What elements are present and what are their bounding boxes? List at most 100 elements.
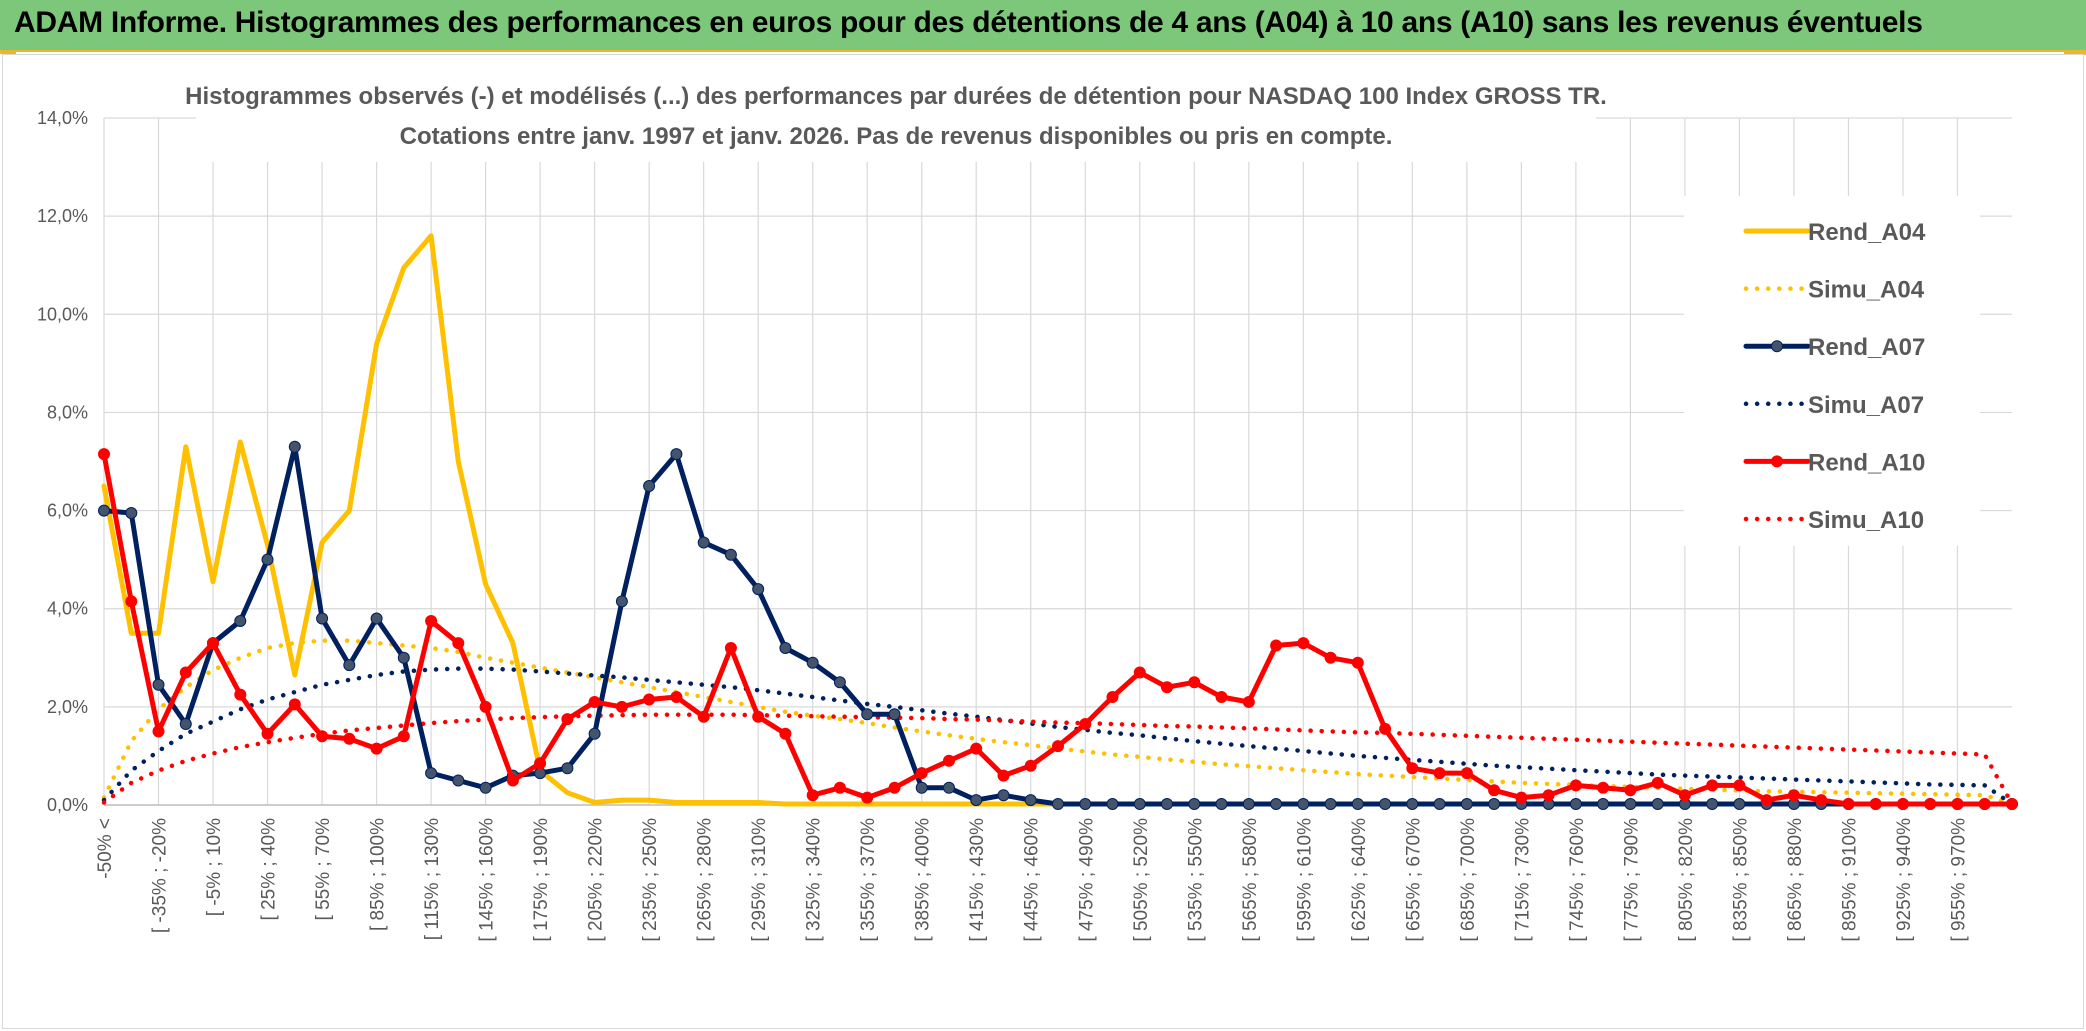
data-point-Rend_A10 (1624, 784, 1637, 797)
data-point-Rend_A10 (1161, 681, 1173, 694)
report-title: ADAM Informe. Histogrammes des performan… (14, 6, 1923, 39)
chart-title-line2: Cotations entre janv. 1997 et janv. 2026… (400, 123, 1393, 150)
x-tick-label: [ 235% ; 250% (640, 818, 661, 942)
legend-box (1684, 196, 1980, 546)
data-point-Rend_A10 (1515, 791, 1528, 804)
data-point-Rend_A07 (397, 651, 410, 664)
banner-accent-right (2064, 50, 2086, 55)
data-point-Rend_A10 (1569, 779, 1582, 792)
series-lines (98, 233, 2018, 810)
y-axis-ticks: 0,0% 2,0% 4,0% 6,0% 8,0% 10,0% 12,0% 14,0% (37, 108, 88, 815)
legend-label-Rend_A10: Rend_A10 (1808, 449, 1925, 476)
legend-label-Rend_A07: Rend_A07 (1808, 334, 1925, 361)
data-point-Rend_A10 (643, 693, 656, 706)
data-point-Rend_A10 (1651, 776, 1664, 789)
data-point-Rend_A10 (833, 781, 846, 794)
data-point-Rend_A07 (1324, 798, 1337, 810)
data-point-Rend_A07 (1351, 798, 1364, 810)
data-point-Rend_A10 (615, 700, 628, 713)
banner-accent-left (0, 50, 16, 54)
legend-marker-Rend_A10 (1771, 455, 1783, 468)
data-point-Rend_A10 (670, 691, 683, 703)
data-point-Rend_A07 (1569, 798, 1582, 810)
x-tick-label: [ -35% ; -20% (150, 818, 171, 933)
data-point-Rend_A07 (697, 536, 710, 549)
data-point-Rend_A07 (288, 440, 301, 453)
data-point-Rend_A10 (861, 791, 874, 804)
data-point-Rend_A10 (588, 696, 601, 708)
data-point-Rend_A10 (1215, 691, 1228, 703)
data-point-Rend_A07 (261, 553, 274, 566)
data-point-Rend_A07 (943, 781, 955, 794)
y-tick-label: 0,0% (47, 795, 88, 815)
data-point-Rend_A07 (779, 642, 792, 654)
data-point-Rend_A07 (1188, 798, 1201, 810)
data-point-Rend_A10 (1488, 784, 1501, 797)
data-point-Rend_A07 (1379, 798, 1392, 810)
x-tick-label: [ 565% ; 580% (1240, 818, 1261, 942)
data-point-Rend_A10 (1106, 691, 1119, 703)
data-point-Rend_A07 (1460, 798, 1473, 810)
x-tick-label: [ 895% ; 910% (1839, 818, 1860, 942)
data-point-Rend_A07 (1024, 794, 1037, 807)
x-axis-ticks: -50% < [ -35% ; -20% [ -5% ; 10% [ 25% ; 40… (95, 818, 1969, 942)
data-point-Rend_A10 (915, 767, 928, 780)
data-point-Rend_A10 (1760, 794, 1773, 807)
data-point-Rend_A07 (915, 781, 928, 794)
x-tick-label: [ 265% ; 280% (695, 818, 716, 942)
x-tick-label: [ 145% ; 160% (477, 818, 498, 942)
legend-label-Rend_A04: Rend_A04 (1808, 219, 1926, 246)
x-tick-label: [ 295% ; 310% (749, 818, 770, 942)
chart-frame (2, 54, 2084, 1029)
data-point-Rend_A10 (1324, 651, 1337, 664)
y-tick-label: 2,0% (47, 697, 88, 717)
data-point-Rend_A10 (1951, 798, 1964, 810)
data-point-Rend_A07 (561, 762, 574, 775)
series-Simu_A07 (101, 666, 2015, 807)
report-banner: ADAM Informe. Histogrammes des performan… (0, 0, 2086, 52)
data-point-Rend_A10 (1242, 696, 1255, 708)
data-point-Rend_A07 (1133, 798, 1146, 810)
data-point-Rend_A07 (370, 612, 383, 625)
legend-label-Simu_A07: Simu_A07 (1808, 392, 1924, 419)
data-point-Rend_A10 (179, 666, 192, 679)
data-point-Rend_A10 (452, 637, 465, 650)
data-point-Rend_A10 (2006, 798, 2018, 810)
x-tick-label: [ 655% ; 670% (1403, 818, 1424, 942)
data-point-Rend_A10 (261, 727, 274, 740)
x-tick-label: [ 25% ; 40% (259, 818, 280, 921)
x-tick-label: [ 955% ; 970% (1948, 818, 1969, 942)
data-point-Rend_A10 (1787, 789, 1800, 802)
data-point-Rend_A10 (506, 774, 519, 787)
data-point-Rend_A07 (179, 718, 192, 730)
data-point-Rend_A10 (1897, 798, 1909, 810)
data-point-Rend_A10 (397, 730, 410, 743)
x-tick-label: [ 415% ; 430% (967, 818, 988, 942)
x-tick-label: [ 475% ; 490% (1076, 818, 1097, 942)
data-point-Rend_A07 (724, 548, 737, 561)
data-point-Rend_A10 (1052, 740, 1064, 753)
x-tick-label: -50% < (95, 818, 116, 879)
data-point-Rend_A10 (1351, 656, 1364, 669)
data-point-Rend_A10 (1815, 794, 1828, 807)
data-point-Rend_A07 (1079, 798, 1092, 810)
data-point-Rend_A07 (1433, 798, 1446, 810)
data-point-Rend_A07 (1651, 798, 1664, 810)
data-point-Rend_A07 (1052, 798, 1064, 810)
data-point-Rend_A07 (425, 767, 438, 780)
data-point-Rend_A07 (806, 656, 819, 669)
data-point-Rend_A07 (1488, 798, 1501, 810)
data-point-Rend_A07 (152, 678, 165, 691)
y-tick-label: 10,0% (37, 304, 88, 324)
data-point-Rend_A10 (970, 742, 983, 755)
data-point-Rend_A10 (997, 769, 1010, 782)
data-point-Rend_A10 (425, 615, 438, 627)
data-point-Rend_A10 (1297, 637, 1310, 650)
data-point-Rend_A10 (343, 732, 356, 745)
data-point-Rend_A07 (997, 789, 1010, 802)
data-point-Rend_A10 (779, 727, 792, 740)
data-point-Rend_A10 (888, 781, 901, 794)
x-tick-label: [ 865% ; 880% (1785, 818, 1806, 942)
x-tick-label: [ 175% ; 190% (531, 818, 552, 942)
